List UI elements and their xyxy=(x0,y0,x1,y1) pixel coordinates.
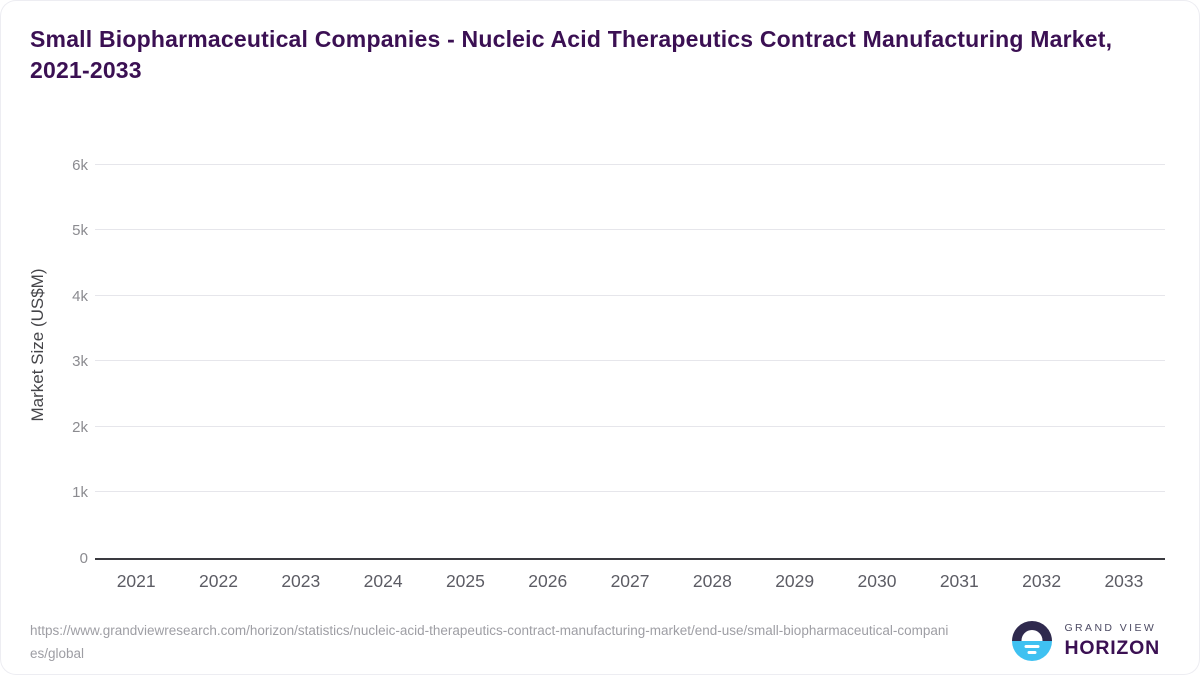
brand-logo: GRAND VIEW HORIZON xyxy=(1012,621,1160,661)
x-tick-label: 2023 xyxy=(281,571,321,591)
x-tick-label: 2021 xyxy=(116,571,156,591)
gridline xyxy=(95,425,1165,427)
x-tick-label: 2025 xyxy=(445,571,485,591)
gridline xyxy=(95,229,1165,231)
brand-name-horizon: HORIZON xyxy=(1064,637,1160,659)
y-tick-label: 5k xyxy=(72,222,88,240)
brand-text: GRAND VIEW HORIZON xyxy=(1064,622,1160,660)
x-axis-labels: 2021 2022 2023 2024 2025 2026 2027 2028 2029 2030… xyxy=(95,571,1165,592)
brand-name-grand-view: GRAND VIEW xyxy=(1064,622,1157,634)
x-tick-label: 2029 xyxy=(775,571,815,591)
y-tick-label: 2k xyxy=(72,418,88,436)
gridline xyxy=(95,360,1165,362)
gridline xyxy=(95,491,1165,493)
sun-reflection-bar xyxy=(1024,644,1040,648)
x-tick-label: 2022 xyxy=(199,571,238,591)
y-tick-label: 0 xyxy=(79,550,88,567)
x-tick-label: 2026 xyxy=(528,571,568,591)
horizon-sun-icon xyxy=(1012,621,1053,661)
bars-row xyxy=(95,132,1165,558)
sun-dome-shape xyxy=(1021,630,1043,641)
x-tick-label: 2032 xyxy=(1022,571,1062,591)
x-tick-label: 2028 xyxy=(692,571,732,591)
x-tick-label: 2033 xyxy=(1104,571,1144,591)
page-title: Small Biopharmaceutical Companies - Nucl… xyxy=(30,26,1113,83)
y-tick-label: 4k xyxy=(72,287,88,305)
gridline xyxy=(95,163,1165,165)
x-tick-label: 2031 xyxy=(939,571,979,591)
y-tick-label: 6k xyxy=(72,156,88,174)
x-tick-label: 2024 xyxy=(363,571,403,591)
x-tick-label: 2027 xyxy=(610,571,650,591)
y-tick-label: 3k xyxy=(72,353,88,371)
x-tick-label: 2030 xyxy=(857,571,897,591)
y-axis-labels: 0 1k 2k 3k 4k 5k 6k xyxy=(30,132,88,567)
y-tick-label: 1k xyxy=(72,484,88,502)
plot-area: 2021 2022 2023 2024 2025 2026 2027 2028 2029 2030… xyxy=(95,132,1165,591)
sun-reflection-bar xyxy=(1027,650,1037,654)
source-url: https://www.grandviewresearch.com/horizo… xyxy=(30,622,949,661)
gridline xyxy=(95,294,1165,296)
